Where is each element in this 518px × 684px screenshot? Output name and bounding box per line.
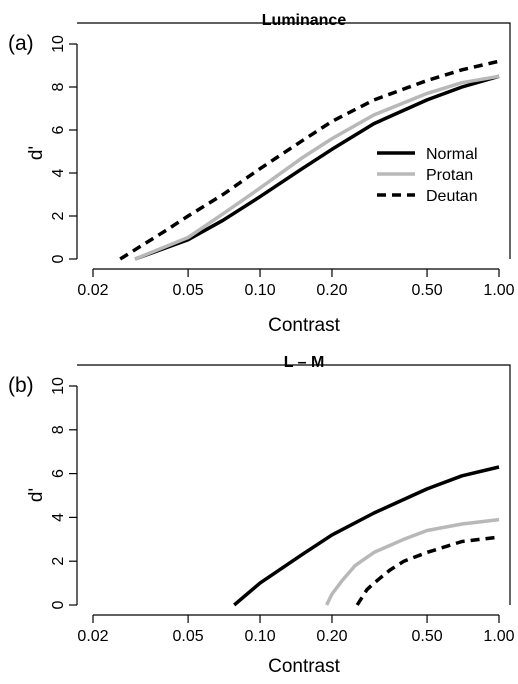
series-line-protan [134, 74, 500, 261]
y-tick-label: 6 [50, 125, 67, 134]
y-tick-label: 2 [50, 557, 67, 566]
panel-b: L – M (b) d' Contrast 0 2 4 6 8 10 0.02 0.05 0.1… [8, 354, 515, 677]
panel-a-plot-area: 0 2 4 6 8 10 0.02 0.05 0.10 0.20 0.50 1.00 [50, 22, 515, 299]
panel-b-ylabel: d' [26, 488, 47, 502]
y-tick-label: 8 [50, 425, 67, 434]
panel-a-legend: Normal Protan Deutan [377, 146, 478, 205]
y-tick-label: 6 [50, 469, 67, 478]
plot-frame [77, 22, 511, 259]
x-tick-label: 0.50 [411, 282, 442, 299]
series-line-normal [134, 74, 500, 261]
x-tick-label: 0.20 [316, 628, 347, 645]
x-tick-label: 0.05 [173, 282, 204, 299]
plot-frame [77, 364, 511, 605]
x-tick-label: 0.20 [316, 282, 347, 299]
panel-a-title: Luminance [262, 12, 347, 29]
panel-a-label: (a) [8, 32, 34, 55]
y-tick-label: 10 [50, 35, 67, 53]
x-tick-label: 0.02 [77, 282, 108, 299]
series-line-normal [233, 465, 500, 607]
x-tick-label: 0.50 [411, 628, 442, 645]
y-tick-label: 0 [50, 600, 67, 609]
series-line-protan [325, 517, 500, 606]
legend-label-normal: Normal [426, 146, 478, 163]
panel-b-xlabel: Contrast [268, 656, 341, 677]
panel-a-xlabel: Contrast [268, 315, 341, 336]
y-tick-label: 4 [50, 168, 67, 177]
x-tick-label: 0.05 [173, 628, 204, 645]
y-tick-label: 8 [50, 82, 67, 91]
series-line-deutan [119, 59, 500, 261]
legend-label-protan: Protan [426, 167, 473, 184]
panel-b-label: (b) [8, 374, 34, 397]
panel-b-title: L – M [284, 354, 325, 371]
x-tick-label: 0.10 [244, 282, 275, 299]
y-tick-label: 0 [50, 254, 67, 263]
x-tick-label: 0.10 [244, 628, 275, 645]
series-line-deutan [355, 535, 500, 606]
y-tick-label: 10 [50, 377, 67, 395]
panel-a: Luminance (a) d' Contrast 0 2 4 6 8 10 0.02 0.0… [8, 12, 515, 336]
x-tick-label: 1.00 [483, 628, 514, 645]
panel-b-plot-area: 0 2 4 6 8 10 0.02 0.05 0.10 0.20 0.50 1.00 [50, 364, 515, 645]
x-tick-label: 1.00 [483, 282, 514, 299]
x-tick-label: 0.02 [77, 628, 108, 645]
y-tick-label: 4 [50, 513, 67, 522]
panel-a-ylabel: d' [26, 146, 47, 160]
y-tick-label: 2 [50, 211, 67, 220]
legend-label-deutan: Deutan [426, 188, 478, 205]
